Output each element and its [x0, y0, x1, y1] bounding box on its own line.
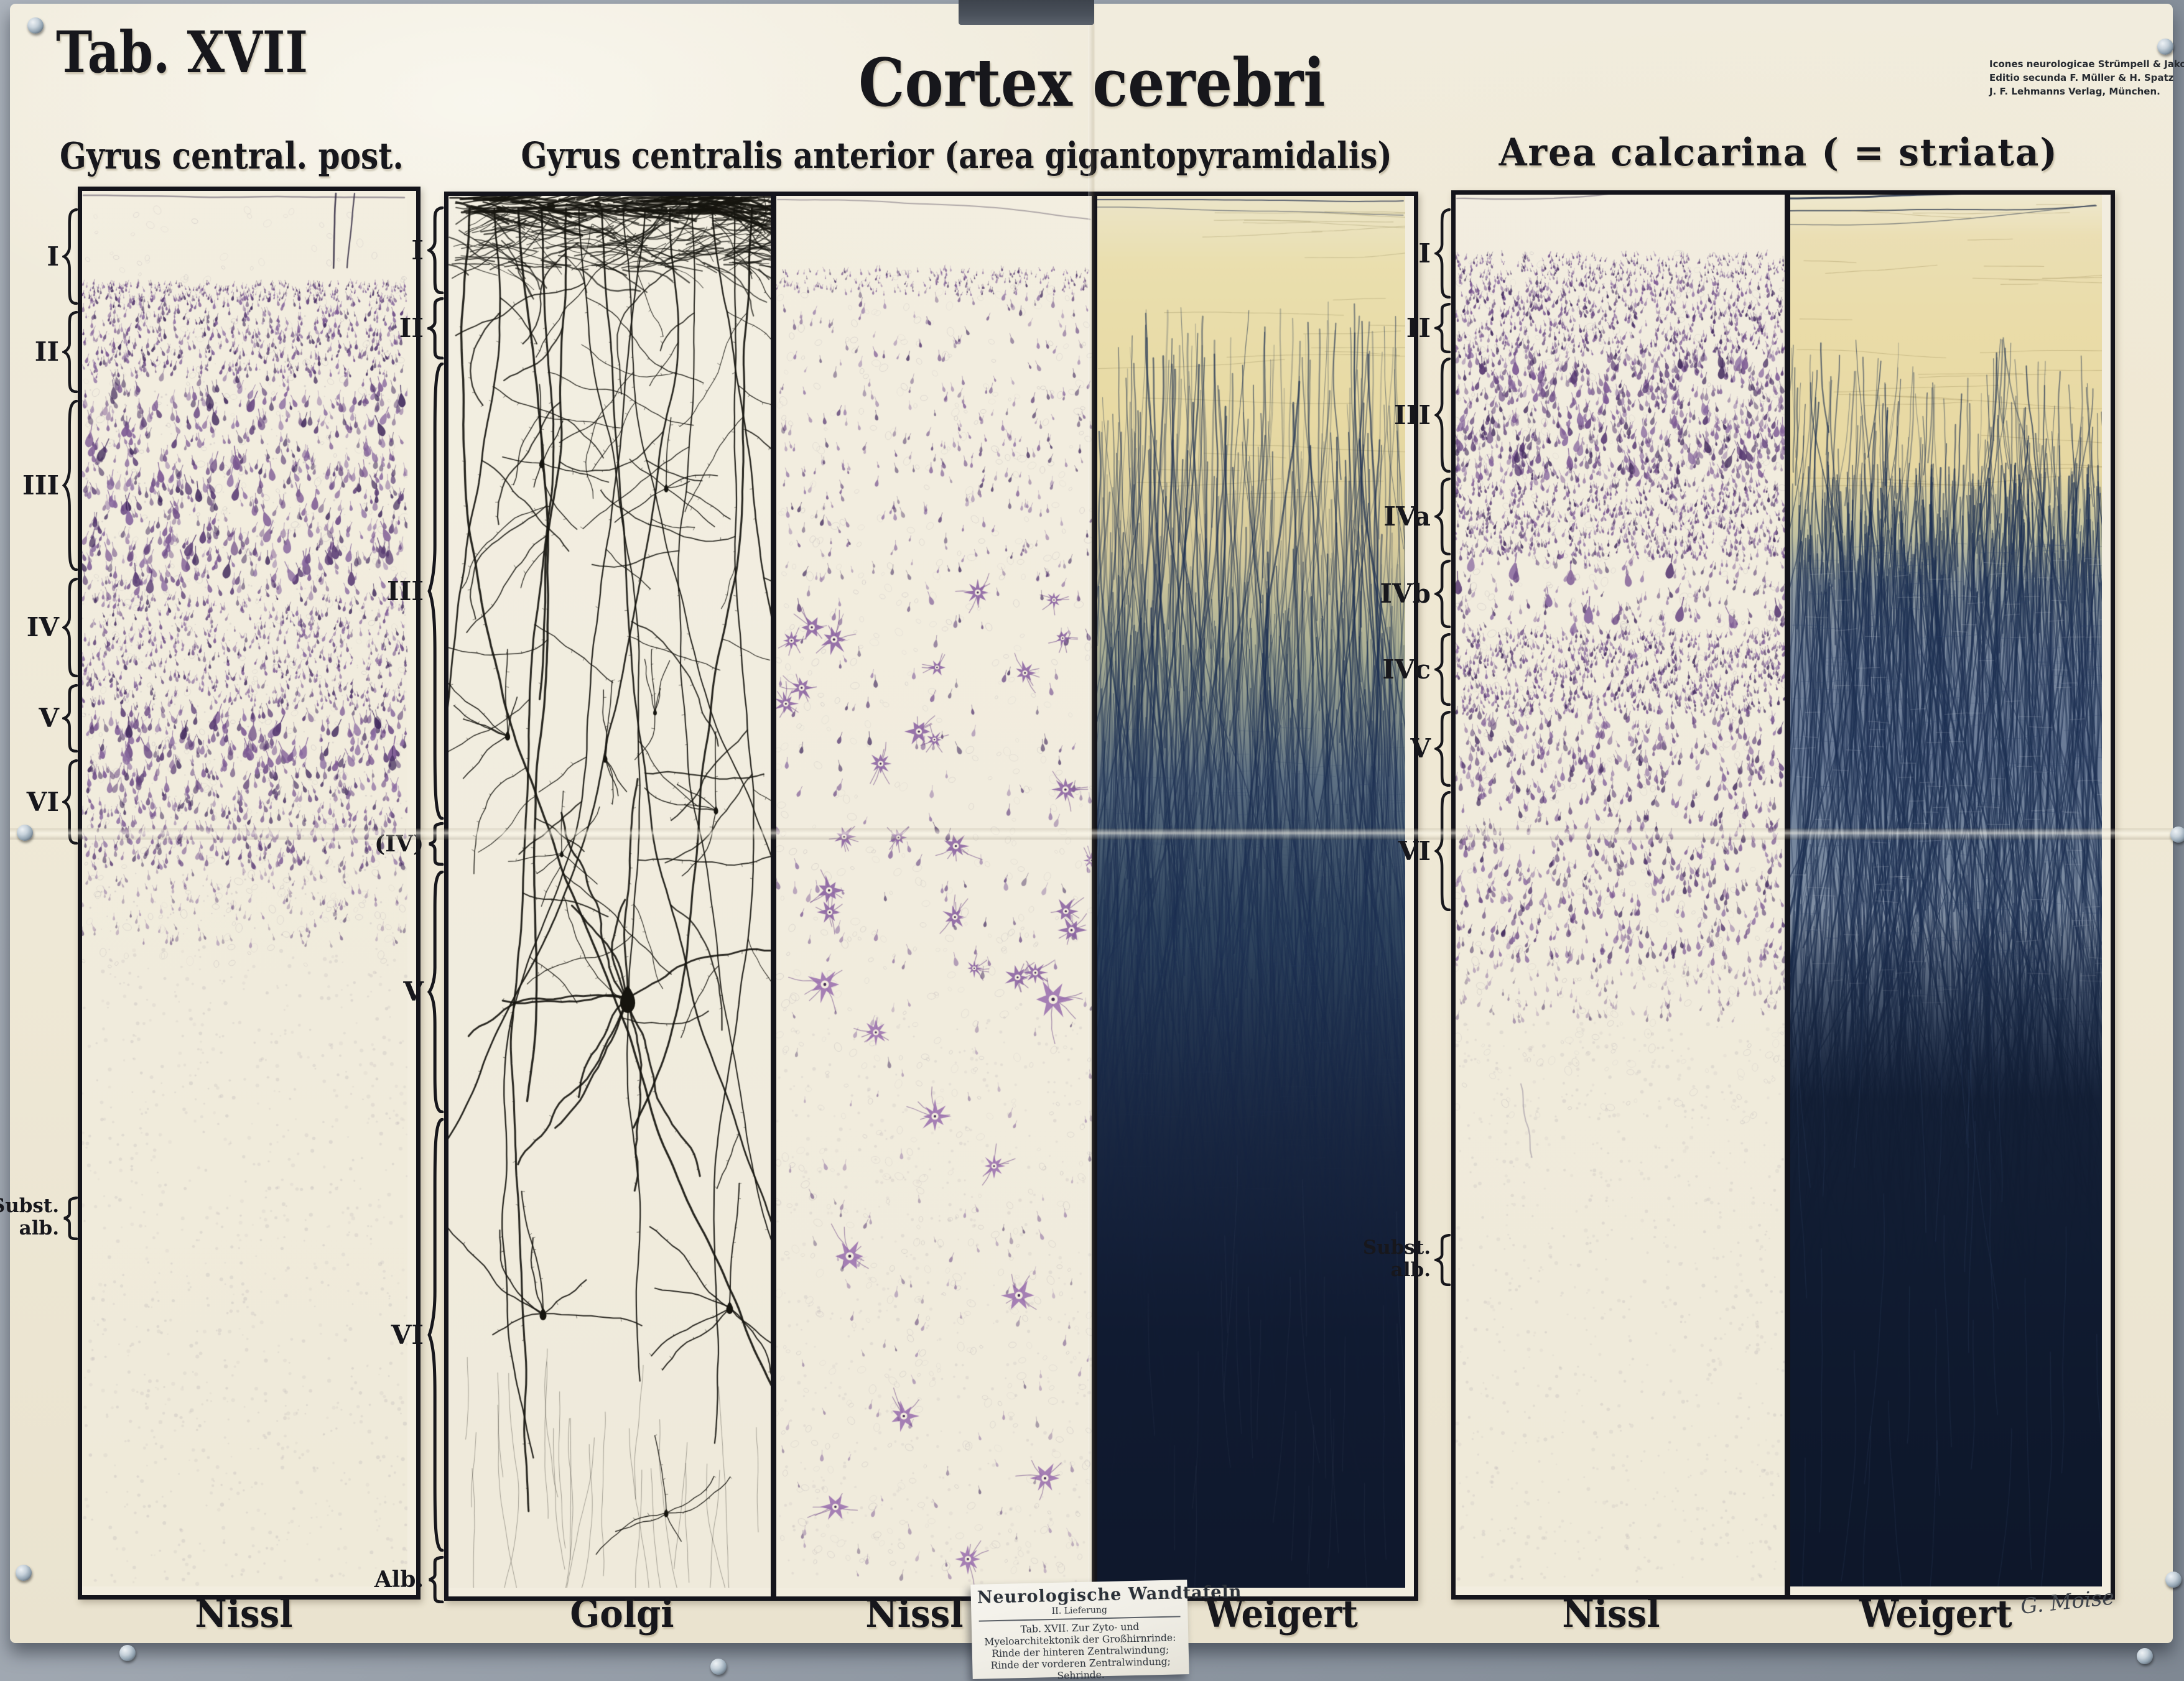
push-pin: [16, 1565, 32, 1581]
layer-label-V: V: [1410, 733, 1431, 764]
section-header-area-calcarina: Area calcarina ( = striata): [1499, 131, 2059, 175]
layer-label-Alb: Alb.: [374, 1567, 424, 1593]
imprint-line: J. F. Lehmanns Verlag, München.: [1989, 86, 2160, 97]
panel-calcarina-weigert-canvas: [1790, 195, 2102, 1586]
pasted-catalogue-label: Neurologische Wandtafeln II. Lieferung T…: [970, 1580, 1242, 1681]
stain-label-nissl-1: Nissl: [195, 1592, 293, 1636]
layer-brace: [427, 297, 444, 359]
layer-brace: [1434, 478, 1451, 555]
layer-brace: [429, 822, 444, 866]
layer-brace: [62, 311, 78, 393]
panel-gyrus-ant-weigert-canvas: [1097, 196, 1405, 1588]
layer-brace: [1434, 208, 1451, 299]
layer-label-VI: VI: [391, 1319, 424, 1350]
poster-fold-notch: [959, 0, 1094, 25]
layer-label-IVa: IVa: [1383, 501, 1431, 532]
push-pin: [2137, 1648, 2153, 1664]
panel-divider: [1785, 195, 1790, 1595]
layer-brace: [62, 578, 78, 677]
layer-label-I: I: [411, 234, 424, 266]
panel-divider: [771, 196, 776, 1596]
label-body: Tab. XVII. Zur Zyto- und Myeloarchitekto…: [984, 1621, 1176, 1681]
layer-brace: [1434, 358, 1451, 473]
stain-label-golgi: Golgi: [570, 1592, 674, 1636]
layer-label-IVb: IVb: [1380, 578, 1431, 609]
vertical-fold-crease: [1088, 4, 1095, 1643]
layer-brace: [1434, 303, 1451, 353]
layer-label-I: I: [47, 241, 59, 272]
layer-brace: [427, 1118, 444, 1552]
layer-label-V: V: [403, 976, 424, 1007]
layer-label-VI: VI: [1398, 835, 1431, 866]
imprint-line: Icones neurologicae Strümpell & Jakob: [1989, 58, 2184, 70]
tab-number: Tab. XVII: [56, 19, 309, 86]
stain-label-nissl-3: Nissl: [1562, 1592, 1660, 1636]
layer-brace: [62, 684, 78, 753]
layer-brace: [1434, 560, 1451, 628]
layer-brace: [1434, 1234, 1451, 1286]
section-header-gyrus-central-post: Gyrus central. post.: [60, 134, 404, 177]
layer-label-IV: IV: [26, 612, 59, 642]
push-pin: [710, 1659, 727, 1675]
layer-brace: [427, 363, 444, 820]
publisher-imprint: Icones neurologicae Strümpell & Jakob Ed…: [1989, 57, 2184, 98]
push-pin: [119, 1645, 136, 1661]
layer-label-II: II: [399, 313, 424, 343]
layer-brace: [62, 208, 78, 305]
section-header-gyrus-centralis-anterior: Gyrus centralis anterior (area gigantopy…: [521, 134, 1392, 177]
layer-brace: [429, 1556, 444, 1603]
stain-label-nissl-2: Nissl: [865, 1592, 964, 1636]
layer-label-II: II: [34, 336, 59, 367]
stain-label-weigert-2: Weigert: [1859, 1592, 2012, 1636]
push-pin: [17, 825, 33, 841]
panel-block-area-calcarina: [1451, 190, 2115, 1600]
layer-brace: [1434, 791, 1451, 911]
panel-divider: [1092, 196, 1097, 1596]
layer-brace: [427, 871, 444, 1113]
layer-brace: [62, 400, 78, 571]
layer-brace: [63, 1197, 78, 1240]
panel-gyrus-post-nissl-canvas: [82, 191, 407, 1586]
horizontal-fold-crease: [10, 828, 2173, 840]
plate-title: Cortex cerebri: [858, 44, 1326, 121]
layer-label-V: V: [39, 703, 59, 733]
layer-label-I: I: [1418, 238, 1431, 269]
imprint-line: Editio secunda F. Müller & H. Spatz: [1989, 72, 2174, 83]
push-pin: [2170, 827, 2184, 843]
layer-brace: [1434, 711, 1451, 787]
panel-gyrus-ant-nissl-canvas: [776, 196, 1092, 1588]
stain-label-weigert-1: Weigert: [1205, 1592, 1358, 1636]
layer-label-IVc: IVc: [1382, 654, 1431, 685]
layer-brace: [427, 206, 444, 294]
panel-calcarina-nissl-canvas: [1456, 195, 1785, 1586]
layer-label-Substalb: Subst.alb.: [0, 1195, 59, 1239]
layer-label-VI: VI: [26, 786, 59, 817]
layer-label-III: III: [1394, 399, 1431, 430]
layer-brace: [1434, 633, 1451, 706]
layer-label-III: III: [387, 575, 424, 606]
layer-label-Substalb: Subst.alb.: [1362, 1236, 1431, 1281]
layer-label-III: III: [22, 470, 59, 501]
push-pin: [2157, 39, 2173, 55]
push-pin: [2165, 1572, 2182, 1588]
panel-block-gyrus-anterior: [444, 192, 1418, 1601]
push-pin: [27, 17, 44, 34]
panel-gyrus-post-nissl: [78, 187, 421, 1600]
layer-label-II: II: [1406, 312, 1431, 343]
panel-gyrus-ant-golgi-canvas: [448, 196, 771, 1588]
